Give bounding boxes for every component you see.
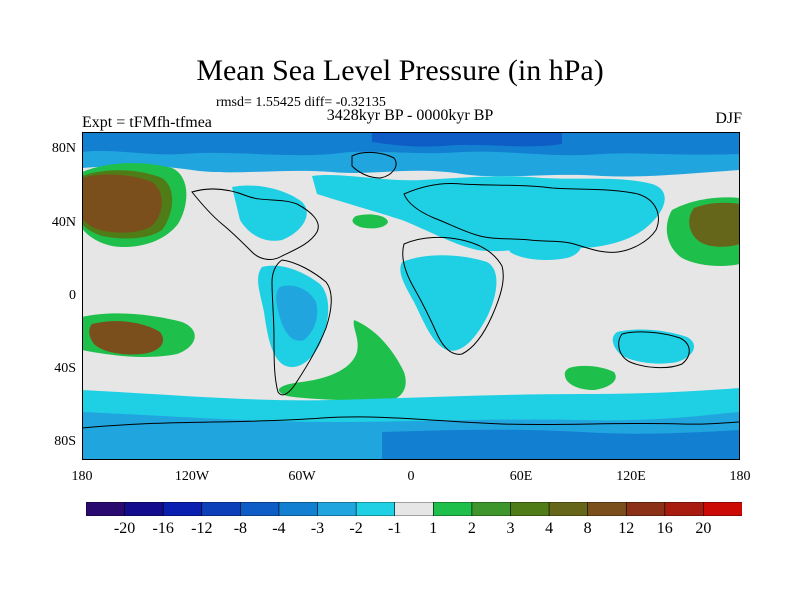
lat-label-0: 0 (69, 288, 76, 303)
lon-label-0: 0 (407, 469, 415, 484)
colorbar-swatch (162, 502, 203, 516)
lat-label-40s: 40S (54, 361, 76, 376)
colorbar-label: -1 (388, 520, 402, 537)
lon-label-180e: 180 (729, 469, 751, 484)
map-frame (82, 132, 740, 460)
colorbar-label: -16 (152, 520, 174, 537)
colorbar-swatch (355, 502, 396, 516)
colorbar-swatch (432, 502, 473, 516)
experiment-label: Expt = tFMfh-tfmea (82, 114, 212, 131)
time-range-subtitle: 3428kyr BP - 0000kyr BP (326, 107, 494, 124)
colorbar-swatch (124, 502, 164, 516)
colorbar-swatch (625, 502, 666, 516)
colorbar-label: -20 (113, 520, 136, 537)
map-title: Mean Sea Level Pressure (in hPa) (196, 54, 604, 87)
atlantic-positive (352, 214, 388, 229)
lat-label-80n: 80N (51, 141, 76, 156)
colorbar-swatch (510, 502, 550, 516)
north-america-negative (232, 185, 307, 241)
colorbar-label: 8 (583, 520, 592, 537)
south-atlantic-positive (278, 320, 406, 402)
lon-label-60w: 60W (288, 469, 316, 484)
rmsd-diff-stats: rmsd= 1.55425 diff= -0.32135 (216, 95, 386, 110)
east-asia-positive-core (689, 202, 740, 247)
colorbar-label: 12 (618, 520, 635, 537)
colorbar-label: 4 (545, 520, 554, 537)
colorbar-label: 20 (695, 520, 712, 537)
colorbar-label: 1 (429, 520, 438, 537)
colorbar-swatch (587, 502, 628, 516)
lon-label-180w: 180 (71, 469, 93, 484)
lon-label-120w: 120W (174, 469, 210, 484)
lon-label-60e: 60E (509, 469, 533, 484)
arctic-core (372, 132, 562, 147)
antarctic-strong (382, 429, 740, 460)
indian-ocean-positive (564, 365, 616, 390)
pressure-map (82, 132, 740, 460)
north-pacific-positive-core (82, 174, 162, 233)
colorbar-swatch (394, 502, 435, 516)
colorbar-label: 3 (506, 520, 515, 537)
colorbar-label: -3 (310, 520, 325, 537)
eurasia-negative (312, 175, 665, 252)
africa-negative (400, 255, 497, 351)
colorbar-swatch (703, 502, 742, 516)
coastlines (82, 151, 740, 429)
colorbar-swatch (664, 502, 705, 516)
colorbar-label: -4 (272, 520, 286, 537)
south-america-core (276, 285, 318, 341)
colorbar (86, 502, 742, 516)
colorbar-swatch (548, 502, 589, 516)
colorbar-swatch (471, 502, 512, 516)
colorbar-swatch (240, 502, 280, 516)
colorbar-label: -2 (349, 520, 363, 537)
south-asia-negative (502, 229, 582, 260)
colorbar-swatch (86, 502, 126, 516)
colorbar-swatch (201, 502, 242, 516)
colorbar-label: -8 (233, 520, 248, 537)
lon-label-120e: 120E (616, 469, 646, 484)
colorbar-swatch (278, 502, 319, 516)
colorbar-swatch (317, 502, 357, 516)
australia-negative (612, 329, 695, 364)
colorbar-label: 16 (656, 520, 673, 537)
colorbar-label: 2 (467, 520, 476, 537)
lat-label-40n: 40N (51, 215, 76, 230)
lat-label-80s: 80S (54, 434, 76, 449)
south-pacific-positive-core (89, 321, 164, 355)
season-label: DJF (715, 110, 742, 127)
colorbar-label: -12 (191, 520, 213, 537)
